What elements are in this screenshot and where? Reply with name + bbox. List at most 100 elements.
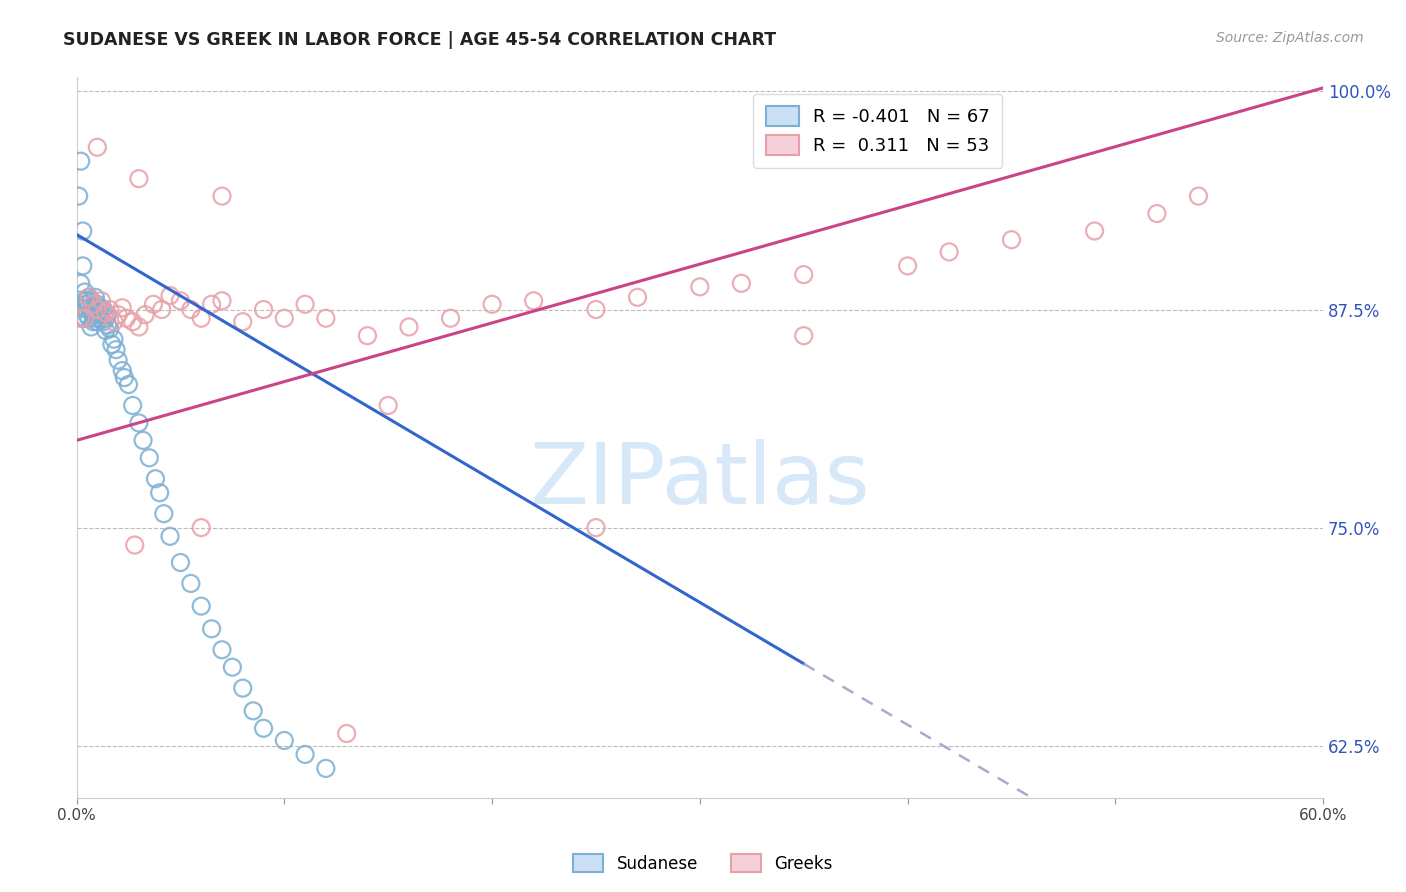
Point xyxy=(481,297,503,311)
Point xyxy=(793,328,815,343)
Point xyxy=(1084,224,1107,238)
Point xyxy=(86,306,108,320)
Point xyxy=(93,302,115,317)
Point xyxy=(111,363,134,377)
Point xyxy=(153,507,176,521)
Point xyxy=(77,301,100,315)
Point xyxy=(315,311,337,326)
Point xyxy=(190,311,212,326)
Point xyxy=(115,311,138,326)
Point xyxy=(76,293,98,308)
Point xyxy=(73,293,96,308)
Point xyxy=(377,399,399,413)
Point xyxy=(76,302,98,317)
Point xyxy=(84,311,107,326)
Point xyxy=(159,529,181,543)
Point xyxy=(72,311,94,326)
Point xyxy=(294,747,316,762)
Point xyxy=(1187,189,1209,203)
Point xyxy=(211,293,233,308)
Point xyxy=(232,681,254,695)
Point xyxy=(69,311,91,326)
Point xyxy=(90,304,112,318)
Point xyxy=(89,308,111,322)
Point xyxy=(169,556,191,570)
Point xyxy=(142,297,165,311)
Point xyxy=(336,726,359,740)
Point xyxy=(689,280,711,294)
Text: SUDANESE VS GREEK IN LABOR FORCE | AGE 45-54 CORRELATION CHART: SUDANESE VS GREEK IN LABOR FORCE | AGE 4… xyxy=(63,31,776,49)
Point xyxy=(273,733,295,747)
Point xyxy=(398,320,420,334)
Point xyxy=(252,721,274,735)
Point xyxy=(73,311,96,326)
Point xyxy=(242,704,264,718)
Point xyxy=(101,337,124,351)
Point xyxy=(169,293,191,308)
Point xyxy=(67,189,90,203)
Point xyxy=(1000,233,1022,247)
Point xyxy=(103,315,125,329)
Point xyxy=(121,399,143,413)
Point xyxy=(938,244,960,259)
Point xyxy=(294,297,316,311)
Point xyxy=(128,171,150,186)
Legend: Sudanese, Greeks: Sudanese, Greeks xyxy=(567,847,839,880)
Point xyxy=(315,761,337,775)
Point xyxy=(149,485,172,500)
Point xyxy=(273,311,295,326)
Point xyxy=(80,293,103,308)
Point xyxy=(523,293,546,308)
Point xyxy=(86,297,108,311)
Point xyxy=(80,304,103,318)
Point xyxy=(585,302,607,317)
Point xyxy=(1146,206,1168,220)
Point xyxy=(211,189,233,203)
Point xyxy=(69,154,91,169)
Point xyxy=(82,297,104,311)
Point xyxy=(200,297,222,311)
Point xyxy=(103,332,125,346)
Point xyxy=(897,259,920,273)
Point xyxy=(72,224,94,238)
Point xyxy=(626,290,648,304)
Point xyxy=(107,308,129,322)
Point xyxy=(80,320,103,334)
Point xyxy=(98,321,121,335)
Point xyxy=(150,302,173,317)
Point xyxy=(190,520,212,534)
Point xyxy=(93,315,115,329)
Point xyxy=(232,315,254,329)
Point xyxy=(124,538,146,552)
Point xyxy=(134,308,156,322)
Point xyxy=(585,520,607,534)
Point xyxy=(128,416,150,430)
Point xyxy=(82,315,104,329)
Point xyxy=(200,622,222,636)
Point xyxy=(86,140,108,154)
Point xyxy=(94,311,117,326)
Point xyxy=(84,302,107,317)
Point xyxy=(98,302,121,317)
Point xyxy=(97,318,120,333)
Point xyxy=(128,320,150,334)
Point xyxy=(121,315,143,329)
Point xyxy=(82,297,104,311)
Point xyxy=(221,660,243,674)
Point xyxy=(730,277,752,291)
Point xyxy=(145,472,167,486)
Point xyxy=(76,297,98,311)
Point xyxy=(105,343,128,357)
Point xyxy=(94,323,117,337)
Point xyxy=(117,377,139,392)
Point xyxy=(356,328,378,343)
Legend: R = -0.401   N = 67, R =  0.311   N = 53: R = -0.401 N = 67, R = 0.311 N = 53 xyxy=(754,94,1002,168)
Point xyxy=(69,277,91,291)
Point xyxy=(86,302,108,317)
Point xyxy=(77,290,100,304)
Point xyxy=(82,301,104,315)
Point xyxy=(211,642,233,657)
Point xyxy=(90,293,112,308)
Point xyxy=(77,290,100,304)
Point xyxy=(190,599,212,614)
